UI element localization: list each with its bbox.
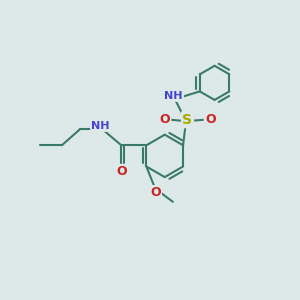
Text: O: O (116, 165, 127, 178)
Text: O: O (159, 113, 170, 126)
Text: NH: NH (92, 121, 110, 130)
Text: O: O (205, 113, 216, 126)
Text: S: S (182, 113, 193, 127)
Text: O: O (150, 187, 160, 200)
Text: NH: NH (164, 91, 183, 100)
